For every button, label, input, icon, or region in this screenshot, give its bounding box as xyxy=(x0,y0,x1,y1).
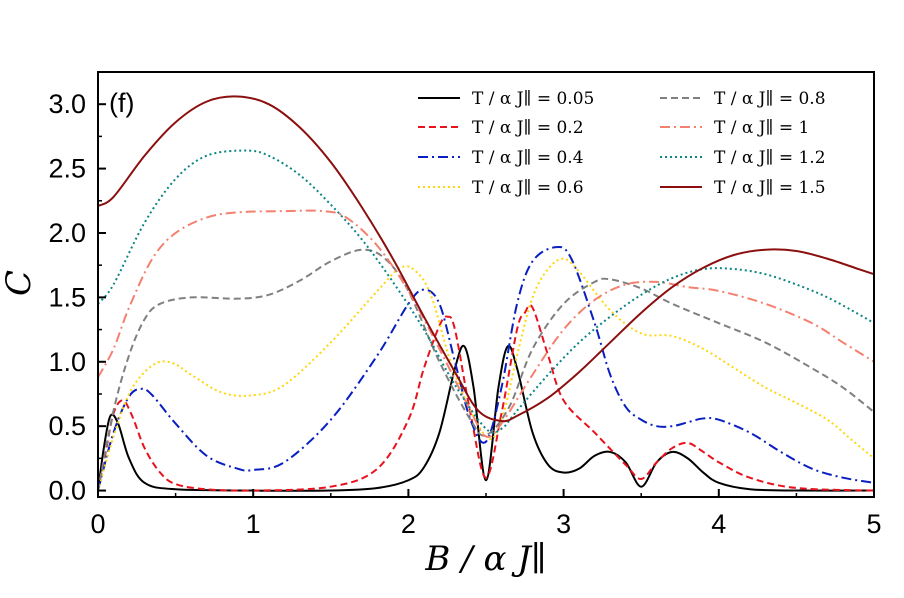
series-line-1 xyxy=(97,344,875,492)
series-line-8 xyxy=(97,95,875,423)
legend-label: T / α J∥ = 0.4 xyxy=(472,148,584,168)
legend-label: T / α J∥ = 0.2 xyxy=(472,118,584,138)
y-tick-label: 0.0 xyxy=(48,476,86,506)
x-tick-label: 1 xyxy=(246,509,261,539)
y-tick-label: 2.5 xyxy=(48,154,86,184)
x-tick-label: 0 xyxy=(90,509,105,539)
panel-label: (f) xyxy=(109,88,134,118)
x-tick-label: 3 xyxy=(556,509,571,539)
y-tick-label: 2.0 xyxy=(48,218,86,248)
x-tick-label: 5 xyxy=(866,509,881,539)
legend: T / α J∥ = 0.05 T / α J∥ = 0.2 T / α J∥ = … xyxy=(418,89,826,198)
series-line-2 xyxy=(97,303,875,492)
x-tick-label: 2 xyxy=(401,509,416,539)
legend-label: T / α J∥ = 0.8 xyxy=(714,89,826,109)
series-line-3 xyxy=(97,245,875,491)
legend-label: T / α J∥ = 0.6 xyxy=(472,178,584,198)
y-axis-title: C xyxy=(0,270,39,296)
series-layer xyxy=(97,95,875,492)
x-axis-title: B / α J∥ xyxy=(424,539,546,579)
x-tick-label: 4 xyxy=(711,509,726,539)
legend-label: T / α J∥ = 1.5 xyxy=(714,178,826,198)
axis-ticks: 0 1 2 3 4 5 0.0 0.5 1.0 1.5 2.0 2.5 3.0 xyxy=(48,89,881,539)
legend-label: T / α J∥ = 1 xyxy=(714,118,809,138)
y-tick-label: 3.0 xyxy=(48,89,86,119)
series-line-5 xyxy=(97,248,875,491)
y-tick-label: 1.5 xyxy=(48,282,86,312)
y-tick-label: 0.5 xyxy=(48,411,86,441)
legend-label: T / α J∥ = 0.05 xyxy=(472,89,594,109)
y-tick-label: 1.0 xyxy=(48,347,86,377)
series-line-4 xyxy=(97,257,875,491)
series-line-6 xyxy=(97,209,875,438)
legend-label: T / α J∥ = 1.2 xyxy=(714,148,826,168)
